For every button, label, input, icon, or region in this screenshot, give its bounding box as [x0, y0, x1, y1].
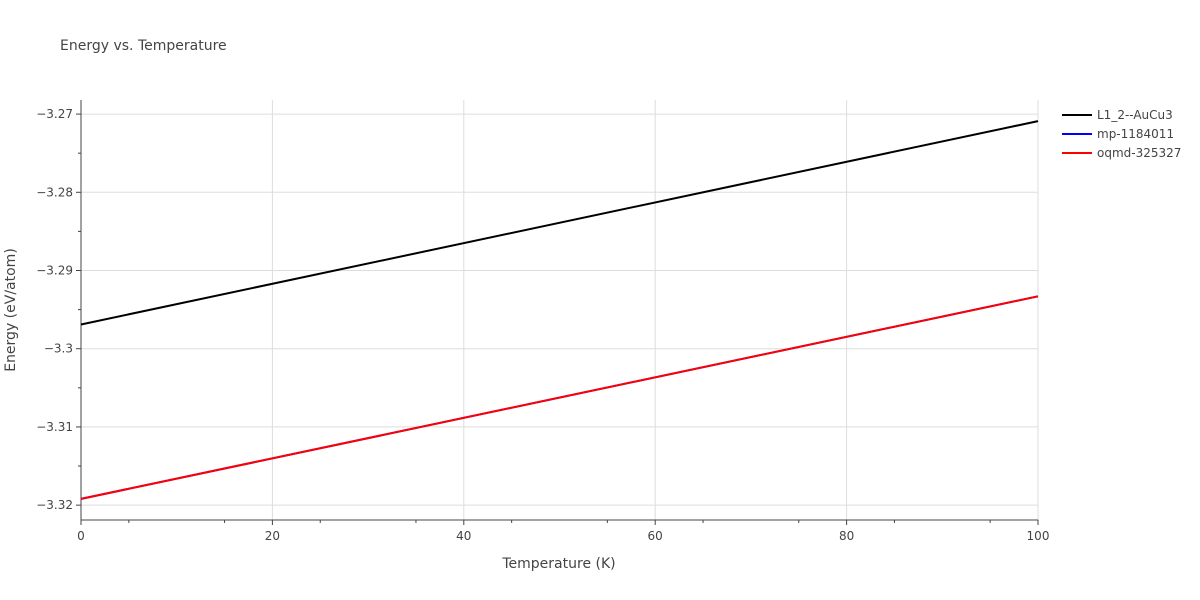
y-tick-label: −3.31 — [36, 420, 73, 434]
x-ticks: 0 20 40 60 80 100 — [77, 520, 1049, 543]
y-ticks: −3.32 −3.31 −3.3 −3.29 −3.28 −3.27 — [36, 107, 81, 512]
series-lines — [80, 120, 1039, 500]
x-tick-label: 100 — [1027, 529, 1050, 543]
x-axis-title: Temperature (K) — [501, 556, 615, 572]
legend-label: L1_2--AuCu3 — [1097, 108, 1173, 122]
legend-label: oqmd-325327 — [1097, 146, 1181, 160]
series-line-1 — [80, 120, 1039, 326]
legend-label: mp-1184011 — [1097, 127, 1174, 141]
x-tick-label: 80 — [839, 529, 854, 543]
x-tick-label: 40 — [456, 529, 471, 543]
x-tick-label: 0 — [77, 529, 85, 543]
y-axis-title: Energy (eV/atom) — [3, 248, 19, 372]
grid — [81, 100, 1039, 520]
y-tick-label: −3.28 — [36, 185, 73, 199]
y-tick-label: −3.32 — [36, 498, 73, 512]
y-tick-label: −3.3 — [44, 342, 73, 356]
y-tick-label: −3.27 — [36, 107, 73, 121]
legend: L1_2--AuCu3 mp-1184011 oqmd-325327 — [1062, 108, 1181, 160]
y-tick-label: −3.29 — [36, 264, 73, 278]
chart-title: Energy vs. Temperature — [60, 38, 227, 54]
series-line-3 — [80, 295, 1039, 500]
axes — [80, 100, 1038, 521]
x-tick-label: 20 — [265, 529, 280, 543]
x-tick-label: 60 — [648, 529, 663, 543]
